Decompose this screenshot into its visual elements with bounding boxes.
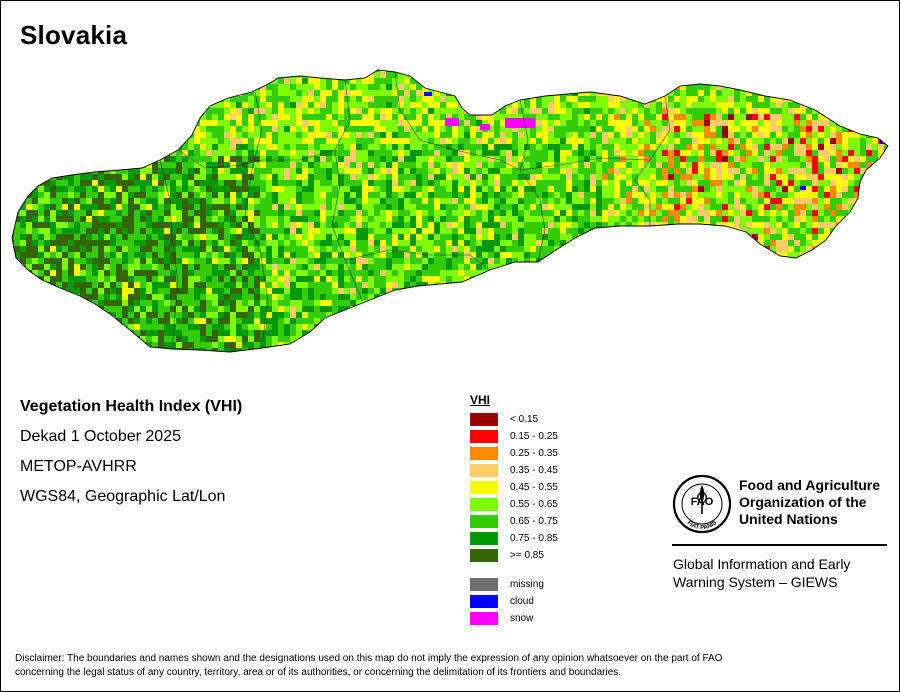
- fao-logo: FAO FIAT PANIS: [672, 474, 732, 539]
- legend-swatch: [470, 498, 498, 511]
- legend-swatch: [470, 595, 498, 608]
- legend-label: 0.15 - 0.25: [510, 431, 558, 442]
- legend-class-7: 0.75 - 0.85: [470, 530, 558, 547]
- projection-label: WGS84, Geographic Lat/Lon: [20, 488, 226, 505]
- disclaimer: Disclaimer: The boundaries and names sho…: [15, 652, 885, 680]
- disclaimer-line-2: concerning the legal status of any count…: [15, 667, 622, 678]
- legend-swatch: [470, 413, 498, 426]
- legend-label: missing: [510, 579, 544, 590]
- legend-special-1: cloud: [470, 593, 558, 610]
- fao-name-line-1: Food and Agriculture: [739, 477, 881, 493]
- legend-label: 0.65 - 0.75: [510, 516, 558, 527]
- legend-swatch: [470, 578, 498, 591]
- legend-class-3: 0.35 - 0.45: [470, 462, 558, 479]
- legend-special-2: snow: [470, 610, 558, 627]
- disclaimer-line-1: Disclaimer: The boundaries and names sho…: [15, 653, 723, 664]
- legend-label: < 0.15: [510, 414, 539, 425]
- fao-name-line-3: United Nations: [739, 511, 838, 527]
- legend-special-0: missing: [470, 576, 558, 593]
- legend-class-2: 0.25 - 0.35: [470, 445, 558, 462]
- legend-class-1: 0.15 - 0.25: [470, 428, 558, 445]
- legend-swatch: [470, 549, 498, 562]
- legend-swatch: [470, 612, 498, 625]
- giews-line-1: Global Information and Early: [673, 556, 851, 572]
- legend-label: 0.35 - 0.45: [510, 465, 558, 476]
- fao-logo-motto: FIAT PANIS: [686, 520, 718, 531]
- legend-label: 0.45 - 0.55: [510, 482, 558, 493]
- legend-label: 0.25 - 0.35: [510, 448, 558, 459]
- legend-class-8: >= 0.85: [470, 547, 558, 564]
- legend-swatch: [470, 532, 498, 545]
- legend-swatch: [470, 515, 498, 528]
- vhi-legend: VHI < 0.15 0.15 - 0.25 0.25 - 0.35 0.35 - 0…: [470, 393, 558, 627]
- legend-swatch: [470, 481, 498, 494]
- legend-label: 0.55 - 0.65: [510, 499, 558, 510]
- fao-logo-letters: FAO: [691, 496, 714, 508]
- fao-name-line-2: Organization of the: [739, 494, 867, 510]
- legend-swatch: [470, 447, 498, 460]
- legend-title: VHI: [470, 393, 491, 407]
- legend-swatch: [470, 430, 498, 443]
- map-info: Vegetation Health Index (VHI) Dekad 1 Oc…: [20, 398, 242, 518]
- legend-class-0: < 0.15: [470, 411, 558, 428]
- legend-special-classes: missing cloud snow: [470, 576, 558, 627]
- fao-organization-name: Food and Agriculture Organization of the…: [739, 477, 889, 528]
- fao-emblem-icon: FAO FIAT PANIS: [672, 474, 732, 534]
- vhi-map: [0, 60, 900, 360]
- fao-divider: [672, 544, 887, 546]
- period-label: Dekad 1 October 2025: [20, 428, 181, 445]
- sensor-label: METOP-AVHRR: [20, 458, 137, 475]
- region-boundaries: [159, 71, 671, 350]
- vhi-raster: [12, 70, 888, 352]
- giews-line-2: Warning System – GIEWS: [673, 574, 838, 590]
- legend-class-4: 0.45 - 0.55: [470, 479, 558, 496]
- map-title: Slovakia: [20, 20, 128, 50]
- legend-classes: < 0.15 0.15 - 0.25 0.25 - 0.35 0.35 - 0.45 0…: [470, 411, 558, 564]
- legend-label: snow: [510, 613, 534, 624]
- legend-class-5: 0.55 - 0.65: [470, 496, 558, 513]
- index-name: Vegetation Health Index (VHI): [20, 398, 243, 415]
- legend-swatch: [470, 464, 498, 477]
- country-map-svg: [11, 69, 889, 353]
- giews-label: Global Information and Early Warning Sys…: [673, 555, 893, 591]
- legend-class-6: 0.65 - 0.75: [470, 513, 558, 530]
- legend-label: >= 0.85: [510, 550, 544, 561]
- legend-label: cloud: [510, 596, 534, 607]
- legend-label: 0.75 - 0.85: [510, 533, 558, 544]
